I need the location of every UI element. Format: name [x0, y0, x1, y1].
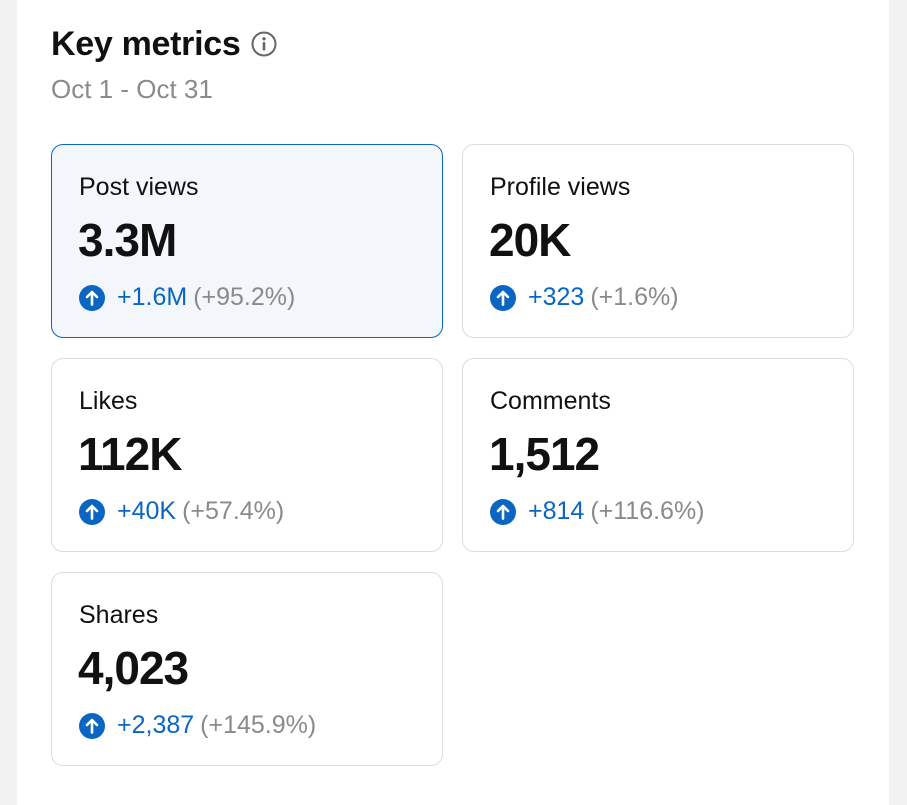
metric-change: +40K (+57.4%) [79, 497, 284, 526]
metric-delta: +40K [117, 497, 177, 525]
arrow-up-circle-icon [490, 498, 516, 525]
metric-label: Post views [79, 173, 199, 201]
arrow-up-circle-icon [79, 498, 105, 525]
metric-change: +323 (+1.6%) [490, 283, 679, 312]
metric-percent: (+116.6%) [590, 497, 705, 525]
arrow-up-circle-icon [79, 284, 105, 311]
metric-value: 4,023 [78, 642, 189, 694]
metric-label: Shares [79, 601, 159, 629]
metric-card-post-views[interactable]: Post views 3.3M +1.6M (+95.2%) [51, 144, 443, 338]
metric-delta: +323 [528, 283, 585, 311]
metric-percent: (+95.2%) [193, 283, 296, 311]
metric-change: +814 (+116.6%) [490, 497, 705, 526]
metric-delta: +814 [528, 497, 585, 525]
metric-value: 20K [489, 214, 571, 266]
arrow-up-circle-icon [79, 712, 105, 739]
page-title: Key metrics [51, 24, 241, 63]
metric-card-comments[interactable]: Comments 1,512 +814 (+116.6%) [462, 358, 854, 552]
metric-value: 112K [78, 428, 182, 480]
metric-delta: +1.6M [117, 283, 188, 311]
info-icon[interactable] [250, 30, 278, 58]
metric-card-likes[interactable]: Likes 112K +40K (+57.4%) [51, 358, 443, 552]
metric-change: +2,387 (+145.9%) [79, 711, 316, 740]
metric-label: Comments [490, 387, 611, 415]
metric-label: Likes [79, 387, 138, 415]
title-row: Key metrics [51, 22, 278, 66]
metric-percent: (+57.4%) [182, 497, 285, 525]
metric-change: +1.6M (+95.2%) [79, 283, 295, 312]
metric-label: Profile views [490, 173, 631, 201]
metric-card-shares[interactable]: Shares 4,023 +2,387 (+145.9%) [51, 572, 443, 766]
header: Key metrics Oct 1 - Oct 31 [51, 22, 278, 105]
metric-percent: (+145.9%) [200, 711, 317, 739]
date-range: Oct 1 - Oct 31 [51, 74, 213, 104]
key-metrics-panel: Key metrics Oct 1 - Oct 31 Post views 3.… [17, 0, 889, 805]
metric-value: 3.3M [78, 214, 177, 266]
metric-card-profile-views[interactable]: Profile views 20K +323 (+1.6%) [462, 144, 854, 338]
metric-value: 1,512 [489, 428, 600, 480]
metric-delta: +2,387 [117, 711, 195, 739]
metric-percent: (+1.6%) [590, 283, 679, 311]
arrow-up-circle-icon [490, 284, 516, 311]
